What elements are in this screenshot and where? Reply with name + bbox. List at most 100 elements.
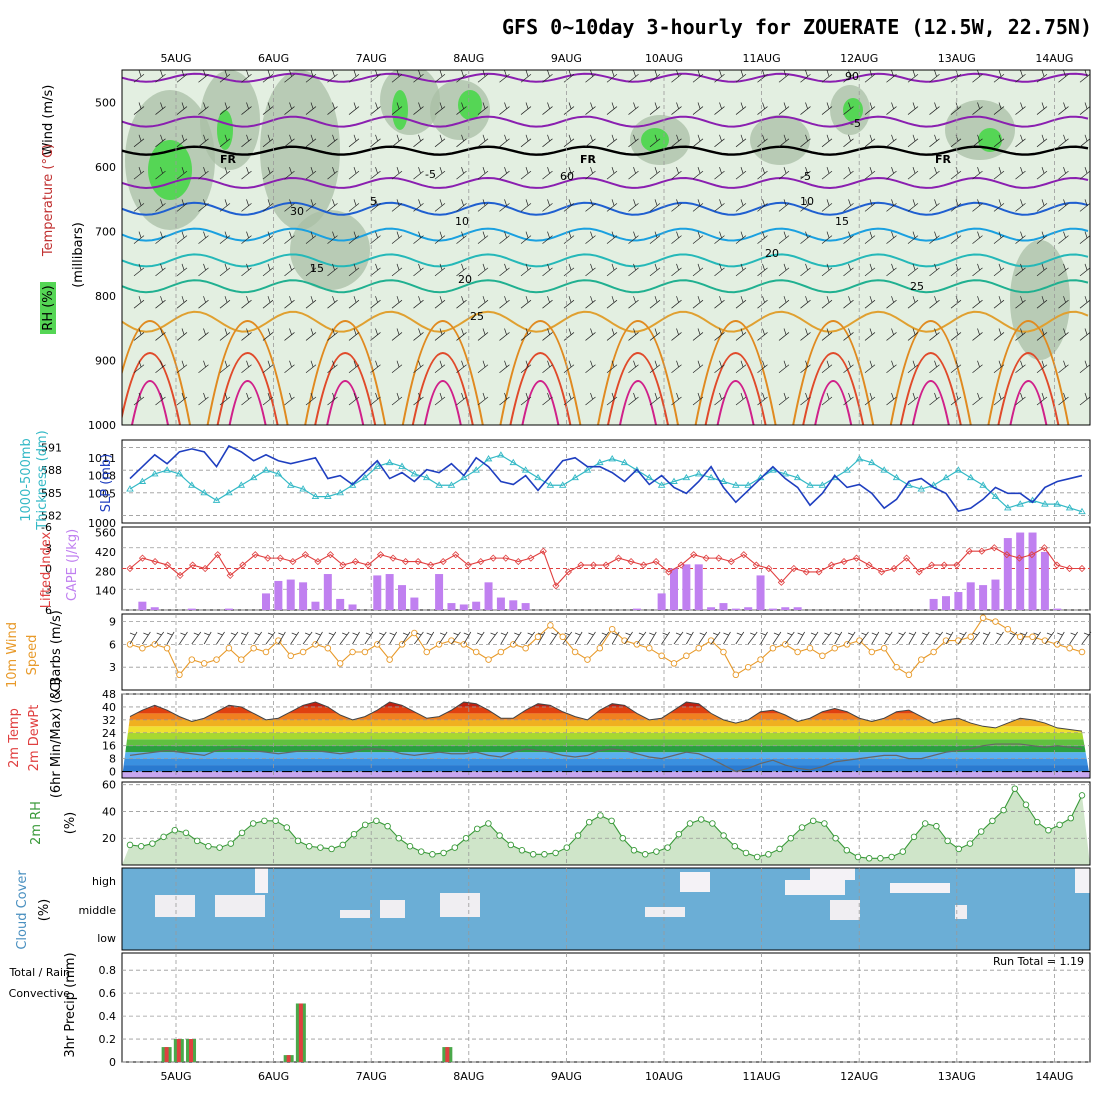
- wind-barb: [542, 328, 553, 341]
- wind10m-speed-line-point: [930, 648, 937, 656]
- rh2m-line-point: [910, 833, 918, 841]
- rh2m-line-point: [933, 822, 940, 830]
- date-label-top: 7AUG: [356, 52, 387, 65]
- wind-barb: [563, 134, 575, 148]
- thickness-line-point: [286, 481, 295, 488]
- temp-label: -5: [850, 117, 861, 130]
- surface-heat-contour: [987, 320, 1070, 425]
- wind-barb: [219, 360, 231, 374]
- wind-barb: [585, 166, 596, 180]
- wind-barb: [649, 199, 661, 212]
- wind10m-speed-line-point: [819, 652, 826, 660]
- lifted-index-point: [1053, 561, 1061, 569]
- lifted-index-point: [289, 558, 297, 566]
- lifted-index-point: [665, 568, 673, 576]
- wind-barb: [1015, 360, 1026, 374]
- wind-barb: [628, 360, 639, 374]
- wind-barb: [370, 328, 381, 341]
- thickness-line-point: [546, 481, 555, 488]
- lifted-index-point: [351, 558, 360, 566]
- cloud-high-block: [890, 883, 950, 893]
- rh2m-line-point: [137, 843, 145, 850]
- wind-barb: [1036, 263, 1048, 277]
- ylabel-wind10m-barbs: & Barbs (m/s): [49, 610, 64, 700]
- wind-barb: [671, 166, 682, 180]
- thickness-line-point: [732, 481, 740, 488]
- surface-heat-contour: [1009, 380, 1048, 425]
- wind-barb: [348, 134, 360, 148]
- wind-barb: [714, 263, 725, 277]
- cloud-high-block: [1075, 868, 1090, 893]
- thickness-line-point: [868, 458, 876, 466]
- surface-heat-contour: [814, 380, 853, 425]
- rh2m-line-point: [585, 818, 593, 826]
- wind-barb: [929, 392, 940, 406]
- rh2m-line-point: [574, 832, 582, 839]
- surface-heat-contour: [206, 320, 289, 425]
- wind10m-speed-line-point: [448, 637, 455, 644]
- date-label-bottom: 14AUG: [1035, 1070, 1073, 1083]
- ylabel-wind10m: 10m Wind: [5, 622, 20, 688]
- wind-barb: [477, 392, 489, 406]
- wind-barb: [413, 263, 424, 277]
- rh2m-line-point: [305, 843, 313, 850]
- wind-barb: [692, 70, 704, 83]
- wind10m-barb: [574, 631, 583, 645]
- wind-barb: [198, 392, 209, 406]
- wind-barb: [305, 231, 317, 244]
- ylabel-thickness: 1000-500mb: [19, 438, 34, 522]
- rh2m-line-point: [899, 848, 907, 855]
- wind-barb: [456, 296, 467, 309]
- wind-barb: [821, 70, 833, 83]
- wind-barb: [198, 263, 209, 277]
- wind-barb: [499, 328, 510, 341]
- wind-barb: [413, 231, 424, 244]
- wind10m-barb: [302, 631, 313, 645]
- lifted-index-point: [978, 547, 986, 555]
- rh-contour-label: 90: [845, 70, 859, 83]
- lifted-index-point: [502, 554, 510, 562]
- date-label-bottom: 11AUG: [743, 1070, 781, 1083]
- rh2m-line-point: [731, 843, 739, 850]
- rh2m-line-point: [1067, 814, 1075, 822]
- thickness-line-point: [225, 488, 233, 496]
- wind-barb: [606, 360, 618, 374]
- wind-barb: [1058, 328, 1069, 341]
- temp-band: [122, 739, 1090, 746]
- wind-barb: [284, 263, 295, 277]
- cape-bar: [410, 597, 419, 610]
- wind10m-barb: [883, 631, 893, 645]
- precip-ytick: 0.8: [99, 964, 117, 977]
- cape-bar: [299, 582, 308, 610]
- wind-barb: [563, 296, 575, 309]
- wind-barb: [434, 296, 446, 309]
- wind-barb: [778, 134, 790, 148]
- wind10m-speed-line-point: [1004, 625, 1012, 633]
- wind-barb: [929, 263, 940, 277]
- ylabel-precip: 3hr Precip (mm): [63, 952, 78, 1057]
- rh-patch: [1010, 240, 1070, 360]
- rh2m-line-point: [1056, 821, 1063, 829]
- thickness-line-point: [657, 481, 666, 488]
- wind10m-barb: [352, 631, 360, 645]
- thickness-line-point: [188, 481, 196, 488]
- wind-barb: [1058, 70, 1069, 83]
- cape-bar: [224, 608, 233, 610]
- wind-barb: [585, 263, 596, 277]
- wind10m-speed-line-point: [658, 652, 665, 660]
- wind10m-barb: [784, 631, 795, 645]
- temp-label: 15: [835, 215, 849, 228]
- wind-barb: [864, 231, 876, 244]
- wind-barb: [262, 328, 274, 341]
- thickness-line-point: [249, 473, 258, 481]
- rh2m-line-point: [429, 851, 436, 858]
- wind-barb: [262, 199, 274, 212]
- wind-barb: [327, 392, 338, 406]
- wind-barb: [886, 360, 897, 374]
- wind10m-barb: [154, 631, 165, 645]
- wind10m-speed-line-point: [831, 644, 838, 652]
- wind-barb: [327, 166, 338, 180]
- lifted-index-point: [514, 558, 522, 566]
- cloud-mid-block: [830, 900, 860, 920]
